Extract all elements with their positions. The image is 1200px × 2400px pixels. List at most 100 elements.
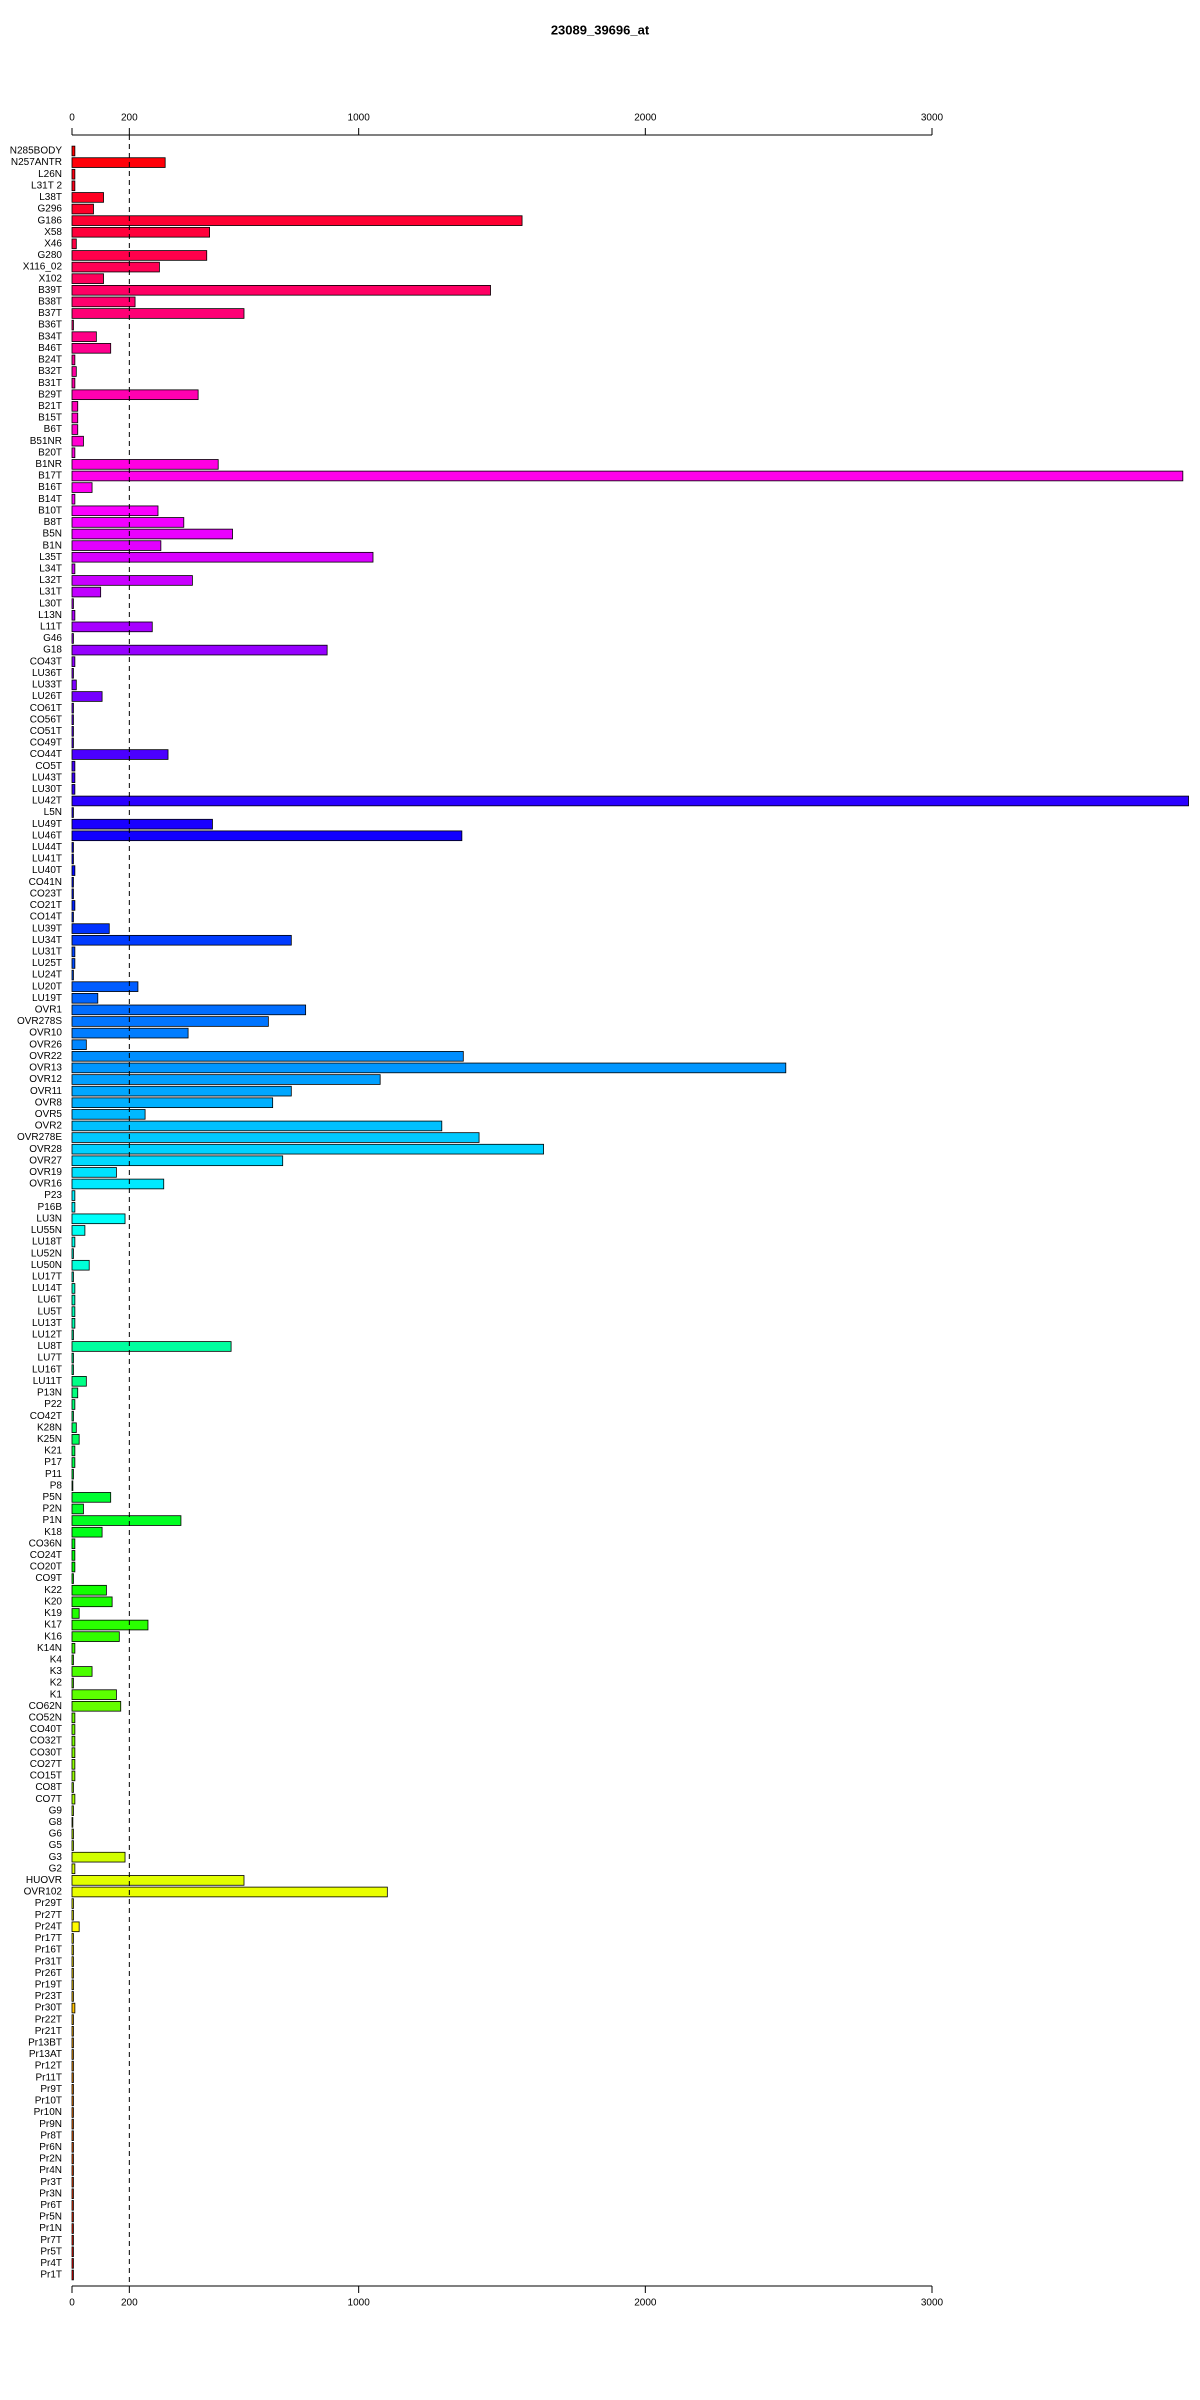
bar	[71, 1654, 74, 1666]
bar	[71, 900, 76, 911]
y-tick-label: CO43T	[30, 656, 62, 667]
bar	[71, 331, 97, 342]
bar	[71, 993, 99, 1004]
bar	[71, 1259, 90, 1271]
y-tick-label: B32T	[38, 366, 62, 377]
bar	[71, 563, 76, 575]
y-tick-label: L13N	[38, 610, 62, 621]
bar	[71, 261, 160, 273]
y-tick-label: Pr9N	[39, 2119, 62, 2130]
x-tick-label: 3000	[921, 2298, 944, 2309]
bar	[71, 1735, 76, 1747]
x-tick-label: 0	[69, 2298, 75, 2309]
bar	[71, 1817, 74, 1828]
bar	[71, 1306, 76, 1317]
bar	[71, 1875, 245, 1886]
bar	[71, 1550, 76, 1561]
bar	[71, 1712, 76, 1724]
y-tick-label: LU30T	[32, 784, 62, 795]
y-tick-label: L30T	[39, 598, 62, 609]
bar	[71, 795, 1189, 807]
bar	[71, 2234, 74, 2246]
y-tick-label: CO62N	[29, 1701, 62, 1712]
bar	[71, 168, 76, 180]
y-tick-label: LU42T	[32, 796, 62, 807]
bar	[71, 308, 245, 319]
bar	[71, 1074, 381, 1085]
y-tick-label: OVR12	[29, 1074, 62, 1085]
bar	[71, 981, 139, 992]
bar	[71, 702, 74, 714]
bar	[71, 760, 76, 772]
bar	[71, 180, 76, 192]
bar	[71, 1642, 76, 1654]
y-tick-label: Pr16T	[35, 1945, 62, 1956]
y-tick-label: LU43T	[32, 772, 62, 783]
bar	[71, 807, 74, 818]
bar	[71, 1178, 165, 1190]
bar	[71, 923, 110, 934]
bar	[71, 203, 94, 215]
y-tick-label: LU13T	[32, 1318, 62, 1329]
y-tick-label: OVR28	[29, 1144, 62, 1155]
bar	[71, 2142, 74, 2153]
bar	[71, 1759, 76, 1770]
bar	[71, 2246, 74, 2258]
bar	[71, 1167, 117, 1178]
bar	[71, 1085, 292, 1097]
y-tick-label: G296	[38, 204, 63, 215]
y-tick-label: OVR19	[29, 1167, 62, 1178]
y-tick-label: P23	[44, 1190, 62, 1201]
y-tick-label: B16T	[38, 482, 62, 493]
bar	[71, 1677, 74, 1689]
y-tick-label: OVR102	[24, 1887, 63, 1898]
bar	[71, 1515, 182, 1526]
y-tick-label: K25N	[37, 1434, 62, 1445]
bar	[71, 1503, 84, 1515]
y-tick-label: B46T	[38, 343, 62, 354]
y-tick-label: K2	[50, 1678, 63, 1689]
bar	[71, 1352, 74, 1364]
y-tick-label: CO40T	[30, 1724, 62, 1735]
y-tick-label: CO7T	[35, 1794, 62, 1805]
bar	[71, 609, 76, 621]
y-tick-label: B39T	[38, 285, 62, 296]
y-tick-label: LU3N	[36, 1213, 62, 1224]
y-tick-label: L5N	[44, 807, 62, 818]
y-tick-label: G5	[49, 1840, 63, 1851]
y-tick-label: LU40T	[32, 865, 62, 876]
bar	[71, 737, 74, 749]
y-tick-label: Pr22T	[35, 2014, 62, 2025]
bar	[71, 1445, 76, 1457]
y-tick-label: OVR10	[29, 1028, 62, 1039]
y-tick-label: P13N	[37, 1388, 62, 1399]
y-tick-label: LU41T	[32, 854, 62, 865]
bar	[71, 435, 84, 447]
y-tick-label: CO30T	[30, 1747, 62, 1758]
y-tick-label: K17	[44, 1620, 62, 1631]
y-tick-label: L38T	[39, 192, 62, 203]
y-tick-label: L11T	[40, 622, 62, 633]
bar	[71, 1387, 79, 1399]
y-tick-label: Pr17T	[35, 1933, 62, 1944]
bar	[71, 1341, 232, 1352]
y-tick-label: HUOVR	[26, 1875, 62, 1886]
bar	[71, 1793, 76, 1805]
bar	[71, 1944, 74, 1956]
bar	[71, 714, 74, 725]
bar	[71, 2176, 74, 2188]
y-tick-label: OVR278S	[17, 1016, 62, 1027]
y-tick-label: P16B	[38, 1202, 63, 1213]
bar	[71, 1376, 87, 1387]
bar	[71, 1689, 117, 1700]
y-tick-label: OVR13	[29, 1063, 62, 1074]
y-tick-label: L31T	[39, 587, 62, 598]
y-tick-label: CO51T	[30, 726, 62, 737]
bar	[71, 575, 193, 586]
bar	[71, 1422, 77, 1433]
bar	[71, 1701, 122, 1712]
y-tick-label: B14T	[38, 494, 62, 505]
y-tick-label: Pr1T	[40, 2270, 62, 2281]
y-tick-label: CO41N	[29, 877, 62, 888]
y-tick-label: Pr29T	[35, 1898, 62, 1909]
